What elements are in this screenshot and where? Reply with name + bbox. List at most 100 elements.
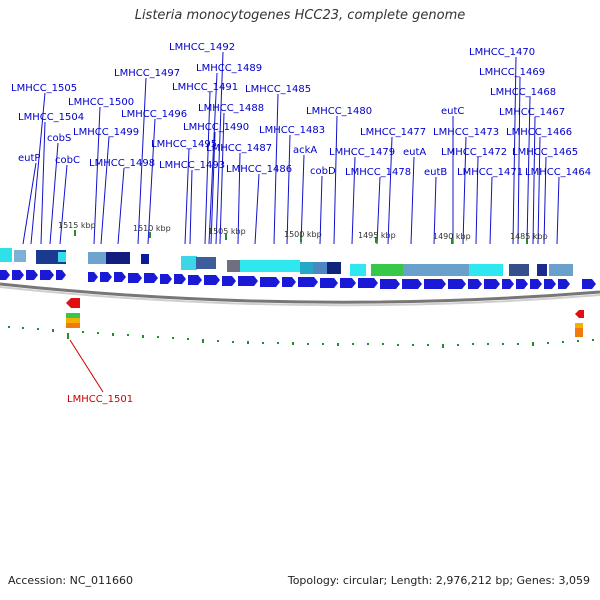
tick-label: 1490 kbp: [433, 232, 471, 241]
gene-arrow[interactable]: [26, 270, 38, 280]
gene-arrow[interactable]: [340, 278, 356, 288]
gene-arrow[interactable]: [402, 279, 422, 289]
gene-arrow[interactable]: [238, 276, 258, 286]
gene-arrow[interactable]: [530, 279, 542, 289]
leader-line: [537, 136, 541, 245]
leader-line: [117, 167, 125, 245]
gene-label[interactable]: cobC: [55, 155, 80, 166]
reverse-genes: [66, 298, 584, 337]
gene-label[interactable]: LMHCC_1466: [506, 127, 572, 138]
gene-label[interactable]: eutC: [441, 106, 464, 117]
gene-label[interactable]: LMHCC_1468: [490, 87, 556, 98]
gene-label[interactable]: LMHCC_1479: [329, 147, 395, 158]
gene-label[interactable]: LMHCC_1499: [73, 127, 139, 138]
gene-label[interactable]: LMHCC_1487: [206, 143, 272, 154]
gene-label[interactable]: LMHCC_1471: [457, 167, 523, 178]
leader-line: [333, 115, 338, 245]
gene-arrow[interactable]: [448, 279, 466, 289]
gene-label[interactable]: LMHCC_1465: [512, 147, 578, 158]
gene-arrow[interactable]: [282, 277, 296, 287]
leader-line: [286, 134, 291, 245]
gene-label[interactable]: LMHCC_1469: [479, 67, 545, 78]
gene-label[interactable]: LMHCC_1473: [433, 127, 499, 138]
leader-line: [475, 156, 479, 245]
gene-label[interactable]: eutB: [424, 167, 447, 178]
gene-arrow[interactable]: [204, 275, 220, 285]
gene-label[interactable]: LMHCC_1489: [196, 63, 262, 74]
gc-mark: [172, 337, 174, 339]
gene-arrow[interactable]: [558, 279, 570, 289]
gene-arrow[interactable]: [114, 272, 126, 282]
gene-arrow[interactable]: [424, 279, 446, 289]
gene-arrow[interactable]: [516, 279, 528, 289]
gene-arrow[interactable]: [502, 279, 514, 289]
feature-block: [66, 323, 80, 328]
leader-line: [300, 154, 305, 245]
gene-arrow[interactable]: [380, 279, 400, 289]
gene-label[interactable]: LMHCC_1490: [183, 122, 249, 133]
tick-label: 1500 kbp: [284, 230, 322, 239]
gene-arrow[interactable]: [0, 270, 10, 280]
gene-label[interactable]: cobD: [310, 166, 336, 177]
gene-arrow[interactable]: [128, 273, 142, 283]
feature-block: [313, 262, 327, 274]
gene-label[interactable]: cobS: [47, 133, 71, 144]
gene-label[interactable]: LMHCC_1464: [525, 167, 591, 178]
gene-label[interactable]: LMHCC_1505: [11, 83, 77, 94]
gene-label[interactable]: LMHCC_1500: [68, 97, 134, 108]
gene-label[interactable]: LMHCC_1504: [18, 112, 84, 123]
gene-label[interactable]: LMHCC_1472: [441, 147, 507, 158]
gene-arrow[interactable]: [320, 278, 338, 288]
gene-arrow[interactable]: [484, 279, 500, 289]
gene-label[interactable]: LMHCC_1493: [159, 160, 225, 171]
gene-arrow[interactable]: [40, 270, 54, 280]
gene-label[interactable]: LMHCC_1496: [121, 109, 187, 120]
gene-arrow[interactable]: [188, 275, 202, 285]
gene-label[interactable]: LMHCC_1491: [172, 82, 238, 93]
gene-arrow[interactable]: [56, 270, 66, 280]
gene-label[interactable]: LMHCC_1485: [245, 84, 311, 95]
gene-arrow[interactable]: [358, 278, 378, 288]
gene-arrow[interactable]: [160, 274, 172, 284]
gene-label[interactable]: LMHCC_1480: [306, 106, 372, 117]
gene-label[interactable]: LMHCC_1470: [469, 47, 535, 58]
gc-mark: [262, 342, 264, 344]
gene-arrow[interactable]: [468, 279, 482, 289]
gc-mark: [8, 326, 10, 328]
gene-label[interactable]: LMHCC_1488: [198, 103, 264, 114]
gene-arrow[interactable]: [88, 272, 98, 282]
gene-arrow[interactable]: [144, 273, 158, 283]
gc-mark: [577, 340, 579, 342]
gene-arrow[interactable]: [100, 272, 112, 282]
gene-arrow[interactable]: [12, 270, 24, 280]
gene-label[interactable]: LMHCC_1501: [67, 394, 133, 405]
gene-arrow[interactable]: [582, 279, 596, 289]
gene-arrow-reverse[interactable]: [575, 310, 584, 318]
gene-label[interactable]: LMHCC_1467: [499, 107, 565, 118]
gene-arrow[interactable]: [222, 276, 236, 286]
gene-label[interactable]: LMHCC_1483: [259, 125, 325, 136]
gene-label[interactable]: ackA: [293, 145, 317, 156]
gene-arrow[interactable]: [174, 274, 186, 284]
gene-label[interactable]: LMHCC_1495: [151, 139, 217, 150]
gc-mark: [592, 339, 594, 341]
gc-mark: [457, 344, 459, 346]
gene-label[interactable]: eutP: [18, 153, 40, 164]
gene-arrow[interactable]: [298, 277, 318, 287]
gene-label[interactable]: LMHCC_1498: [89, 158, 155, 169]
gene-arrow[interactable]: [544, 279, 556, 289]
gene-arrow-reverse[interactable]: [66, 298, 80, 308]
gene-label[interactable]: LMHCC_1477: [360, 127, 426, 138]
gene-label[interactable]: LMHCC_1478: [345, 167, 411, 178]
gene-label[interactable]: eutA: [403, 147, 426, 158]
gene-label[interactable]: LMHCC_1492: [169, 42, 235, 53]
feature-block: [327, 262, 341, 274]
feature-block: [66, 318, 80, 323]
tick-label: 1510 kbp: [133, 224, 171, 233]
gene-label[interactable]: LMHCC_1486: [226, 164, 292, 175]
gene-label[interactable]: LMHCC_1497: [114, 68, 180, 79]
leader-line: [22, 162, 37, 245]
tick-label: 1505 kbp: [208, 227, 246, 236]
gene-arrow[interactable]: [260, 277, 280, 287]
gc-mark: [52, 329, 54, 332]
